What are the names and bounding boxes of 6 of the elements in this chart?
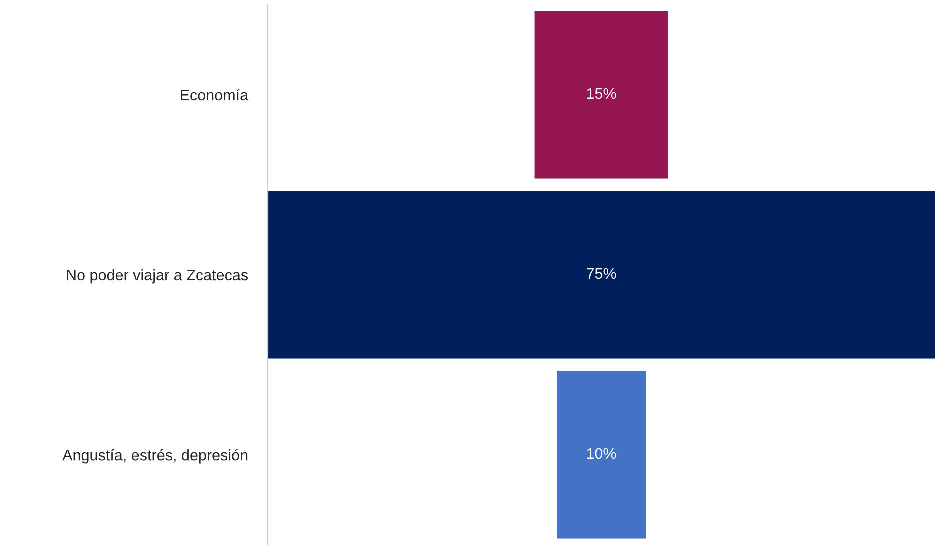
- data-label: 15%: [587, 88, 616, 100]
- data-label: 75%: [586, 268, 616, 280]
- category-label: Angustía, estrés, depresión: [62, 449, 248, 464]
- category-label: No poder viajar a Zcatecas: [67, 269, 248, 284]
- data-label: 10%: [587, 448, 616, 460]
- category-label: Economía: [181, 89, 249, 101]
